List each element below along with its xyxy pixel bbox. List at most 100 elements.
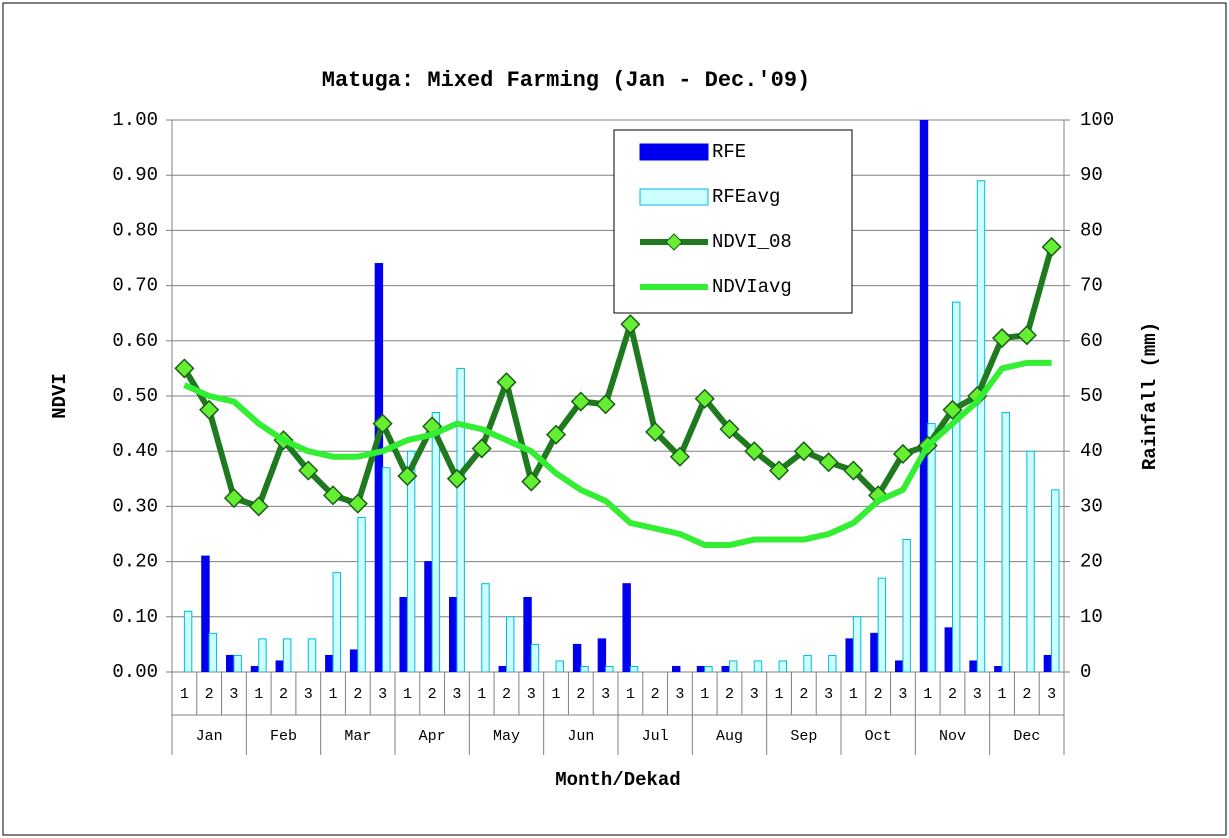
legend-label: NDVI_08 xyxy=(712,231,792,253)
bar xyxy=(580,665,589,672)
marker xyxy=(248,496,269,517)
y-tick-label: 0.90 xyxy=(112,164,158,186)
x-group-label: Apr xyxy=(419,728,446,745)
marker xyxy=(694,388,715,409)
marker xyxy=(645,421,666,442)
bar xyxy=(828,654,837,672)
legend-marker xyxy=(665,233,683,251)
x-tick-label: 1 xyxy=(626,686,635,703)
y2-axis-title: Rainfall (mm) xyxy=(1139,322,1161,470)
y-tick-label: 0.70 xyxy=(112,275,158,297)
bar xyxy=(803,654,812,672)
x-group-label: Nov xyxy=(939,728,966,745)
bar xyxy=(374,263,384,672)
marker xyxy=(719,419,740,440)
marker xyxy=(744,441,765,462)
bar xyxy=(382,467,391,672)
bar xyxy=(406,450,416,672)
x-tick-label: 2 xyxy=(651,686,660,703)
bar xyxy=(721,665,730,672)
bar xyxy=(994,665,1003,672)
y-axis-title: NDVI xyxy=(49,373,71,419)
marker xyxy=(174,358,195,379)
bar xyxy=(307,638,317,672)
marker xyxy=(471,438,492,459)
bar xyxy=(530,643,540,672)
x-tick-label: 3 xyxy=(824,686,833,703)
bar xyxy=(349,649,359,672)
marker xyxy=(298,460,319,481)
bar xyxy=(1026,450,1035,672)
x-tick-label: 1 xyxy=(329,686,338,703)
x-tick-label: 3 xyxy=(229,686,238,703)
bar xyxy=(226,654,235,672)
bar xyxy=(952,301,961,672)
marker xyxy=(397,465,418,487)
bar xyxy=(778,660,787,672)
marker xyxy=(818,452,839,473)
x-tick-label: 1 xyxy=(923,686,932,703)
x-tick-label: 3 xyxy=(601,686,610,703)
y2-tick-label: 60 xyxy=(1080,330,1103,352)
bar xyxy=(729,660,738,672)
bar xyxy=(902,539,911,672)
x-tick-label: 1 xyxy=(775,686,784,703)
x-tick-label: 1 xyxy=(180,686,189,703)
bar xyxy=(753,660,763,672)
bar xyxy=(629,665,639,672)
y2-tick-label: 0 xyxy=(1080,661,1091,683)
x-group-label: Dec xyxy=(1013,728,1040,745)
x-tick-label: 3 xyxy=(675,686,684,703)
x-tick-label: 3 xyxy=(527,686,536,703)
bar xyxy=(895,660,904,672)
plot-marks xyxy=(174,120,1062,672)
bar xyxy=(969,660,978,672)
x-tick-label: 2 xyxy=(428,686,437,703)
x-tick-label: 1 xyxy=(552,686,561,703)
bar xyxy=(597,638,607,672)
bar xyxy=(919,120,929,672)
marker xyxy=(545,424,567,445)
marker xyxy=(446,468,468,489)
marker xyxy=(892,443,914,465)
x-tick-label: 2 xyxy=(799,686,808,703)
bar xyxy=(449,596,458,672)
x-group-label: May xyxy=(493,728,520,745)
y2-tick-label: 70 xyxy=(1080,275,1103,297)
y-tick-label: 0.00 xyxy=(112,661,158,683)
y2-tick-label: 20 xyxy=(1080,551,1103,573)
bar xyxy=(332,572,341,672)
bar xyxy=(704,665,713,672)
marker xyxy=(322,485,344,506)
y2-tick-label: 80 xyxy=(1080,219,1103,241)
marker xyxy=(199,399,220,420)
legend-label: RFE xyxy=(712,141,746,163)
x-tick-label: 2 xyxy=(874,686,883,703)
y-tick-label: 0.80 xyxy=(112,219,158,241)
legend-label: NDVIavg xyxy=(712,276,792,298)
bar xyxy=(498,665,508,672)
y2-tick-label: 40 xyxy=(1080,440,1103,462)
bar xyxy=(183,610,193,672)
bar xyxy=(1043,654,1053,672)
bar xyxy=(944,627,953,672)
y2-tick-label: 10 xyxy=(1080,606,1103,628)
bar xyxy=(325,654,334,672)
bar xyxy=(852,616,862,672)
marker xyxy=(496,372,517,393)
marker xyxy=(1041,236,1062,258)
legend-swatch xyxy=(639,188,709,206)
bar xyxy=(283,638,292,672)
x-tick-label: 2 xyxy=(205,686,214,703)
y2-tick-label: 90 xyxy=(1080,164,1103,186)
y2-tick-label: 100 xyxy=(1080,109,1114,131)
bar xyxy=(622,583,631,672)
bar xyxy=(870,632,879,672)
y-tick-label: 0.60 xyxy=(112,330,158,352)
bar xyxy=(523,596,532,672)
marker xyxy=(223,488,245,509)
bar xyxy=(275,660,285,672)
x-tick-label: 2 xyxy=(353,686,362,703)
